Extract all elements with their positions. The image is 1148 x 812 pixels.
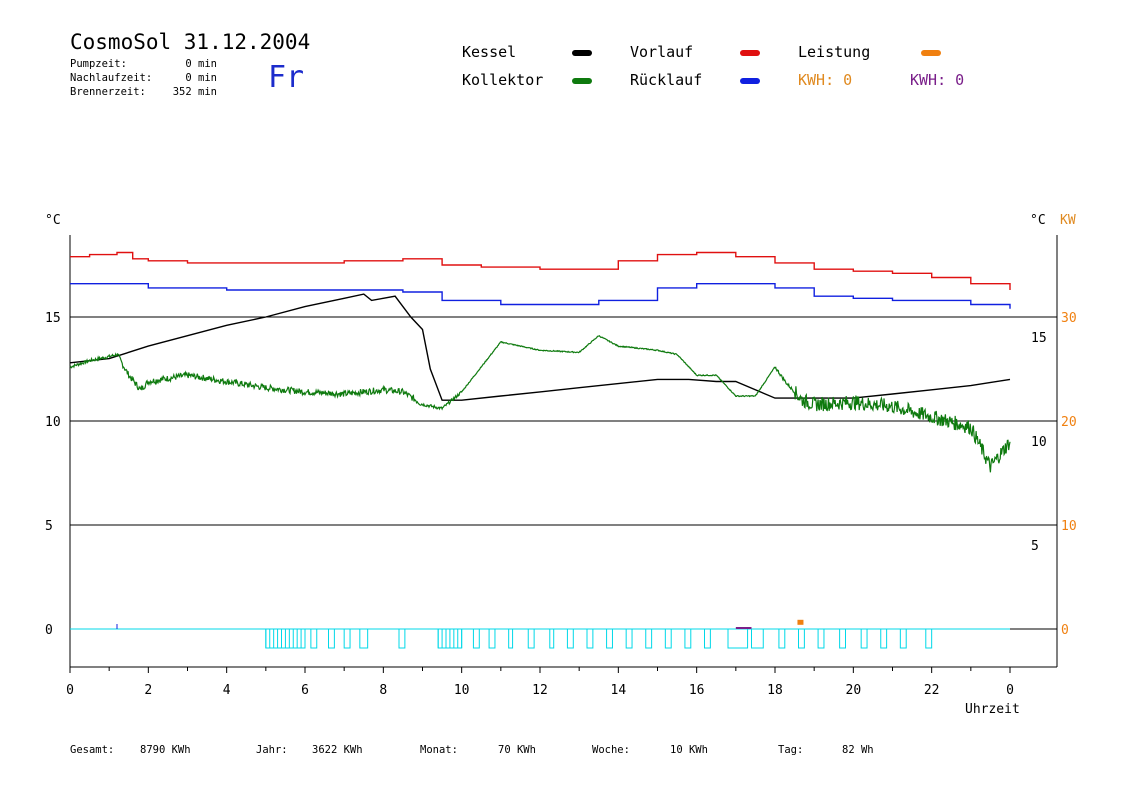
leistung-marker — [797, 619, 804, 625]
footer-tag-value: 82 Wh — [842, 744, 874, 756]
pumpzeit-value: 0 min — [185, 58, 217, 70]
x-tick-label: 0 — [1006, 683, 1014, 698]
x-tick-label: 20 — [846, 683, 862, 698]
footer-jahr-value: 3622 KWh — [312, 744, 363, 756]
pump-activity-bar — [527, 628, 535, 649]
pump-activity-bar — [645, 628, 653, 649]
left-tick-label: 0 — [45, 623, 53, 638]
pumpzeit-label: Pumpzeit: — [70, 58, 127, 70]
x-tick-label: 2 — [144, 683, 152, 698]
x-axis-label: Uhrzeit — [965, 702, 1020, 717]
right-kw-tick-label: 10 — [1061, 519, 1077, 534]
pump-activity-bar — [343, 628, 351, 649]
x-tick-label: 12 — [532, 683, 548, 698]
weekday-label: Fr — [268, 60, 305, 95]
pump-activity-bar — [899, 628, 907, 649]
legend-kollektor-swatch — [572, 78, 592, 84]
left-axis-unit: °C — [45, 213, 61, 228]
x-tick-label: 4 — [223, 683, 231, 698]
left-tick-label: 10 — [45, 415, 61, 430]
page-title: CosmoSol 31.12.2004 — [70, 30, 311, 54]
pump-activity-bar — [328, 628, 335, 649]
left-tick-label: 15 — [45, 311, 61, 326]
legend-kwh-orange: KWH: 0 — [798, 71, 853, 89]
legend-kwh-purple: KWH: 0 — [910, 71, 965, 89]
legend-vorlauf-swatch — [740, 50, 760, 56]
x-tick-label: 16 — [689, 683, 705, 698]
ruecklauf-line — [70, 283, 1011, 309]
footer-gesamt-label: Gesamt: — [70, 744, 115, 756]
legend-leistung-swatch — [921, 50, 941, 56]
pump-activity-bar — [798, 628, 805, 649]
pump-activity-bar — [398, 628, 406, 649]
x-tick-label: 8 — [379, 683, 387, 698]
pump-activity-bar — [839, 628, 846, 649]
brennerzeit-label: Brennerzeit: — [70, 86, 146, 98]
footer-jahr-label: Jahr: — [256, 744, 288, 756]
nachlaufzeit-label: Nachlaufzeit: — [70, 72, 153, 84]
nachlaufzeit-value: 0 min — [185, 72, 217, 84]
vorlauf-line — [70, 251, 1011, 290]
x-tick-label: 18 — [767, 683, 783, 698]
pump-activity-bar — [549, 628, 555, 649]
pump-activity-bar — [359, 628, 369, 649]
footer-monat-label: Monat: — [420, 744, 458, 756]
legend-leistung-label: Leistung — [798, 43, 871, 61]
pump-activity-bar — [472, 628, 480, 649]
right-kw-tick-label: 20 — [1061, 415, 1077, 430]
kessel-line — [69, 293, 1011, 401]
legend-kollektor-label: Kollektor — [462, 71, 544, 89]
pump-activity-bar — [625, 628, 633, 649]
footer-woche-label: Woche: — [592, 744, 630, 756]
pump-activity-bar — [508, 628, 514, 649]
pump-activity-bar — [488, 628, 496, 649]
pump-activity-bar — [704, 628, 711, 649]
pump-activity-bar — [586, 628, 594, 649]
footer-gesamt-value: 8790 KWh — [140, 744, 191, 756]
brennerzeit-value: 352 min — [172, 86, 217, 98]
left-tick-label: 5 — [45, 519, 53, 534]
x-tick-label: 10 — [454, 683, 470, 698]
pump-activity-bar — [860, 628, 868, 649]
right-c-tick-label: 10 — [1031, 435, 1047, 450]
pump-activity-bar — [606, 628, 613, 649]
pump-activity-bar — [778, 628, 786, 649]
pump-activity-bar — [310, 628, 318, 649]
legend-vorlauf-label: Vorlauf — [630, 43, 694, 61]
pump-activity-bar — [664, 628, 672, 649]
x-tick-label: 22 — [924, 683, 940, 698]
x-tick-label: 0 — [66, 683, 74, 698]
footer-tag-label: Tag: — [778, 744, 804, 756]
right-axis-unit-kw: KW — [1060, 213, 1076, 228]
pump-activity-bar — [751, 628, 764, 649]
pump-activity-bar — [566, 628, 574, 649]
right-kw-tick-label: 30 — [1061, 311, 1077, 326]
right-kw-tick-label: 0 — [1061, 623, 1069, 638]
footer-monat-value: 70 KWh — [498, 744, 536, 756]
pump-activity-bar — [727, 628, 749, 649]
x-tick-label: 14 — [611, 683, 627, 698]
right-c-tick-label: 15 — [1031, 331, 1047, 346]
legend-kessel-label: Kessel — [462, 43, 517, 61]
legend-ruecklauf-swatch — [740, 78, 760, 84]
pump-activity-bar — [817, 628, 825, 649]
pump-activity-bar — [925, 628, 933, 649]
x-tick-label: 6 — [301, 683, 309, 698]
right-axis-unit-c: °C — [1030, 213, 1046, 228]
legend-kessel-swatch — [572, 50, 592, 56]
pump-activity-bar — [880, 628, 888, 649]
right-c-tick-label: 5 — [1031, 539, 1039, 554]
pump-activity-bar — [684, 628, 692, 649]
legend-ruecklauf-label: Rücklauf — [630, 71, 703, 89]
footer-woche-value: 10 KWh — [670, 744, 708, 756]
kollektor-line — [69, 335, 1011, 473]
